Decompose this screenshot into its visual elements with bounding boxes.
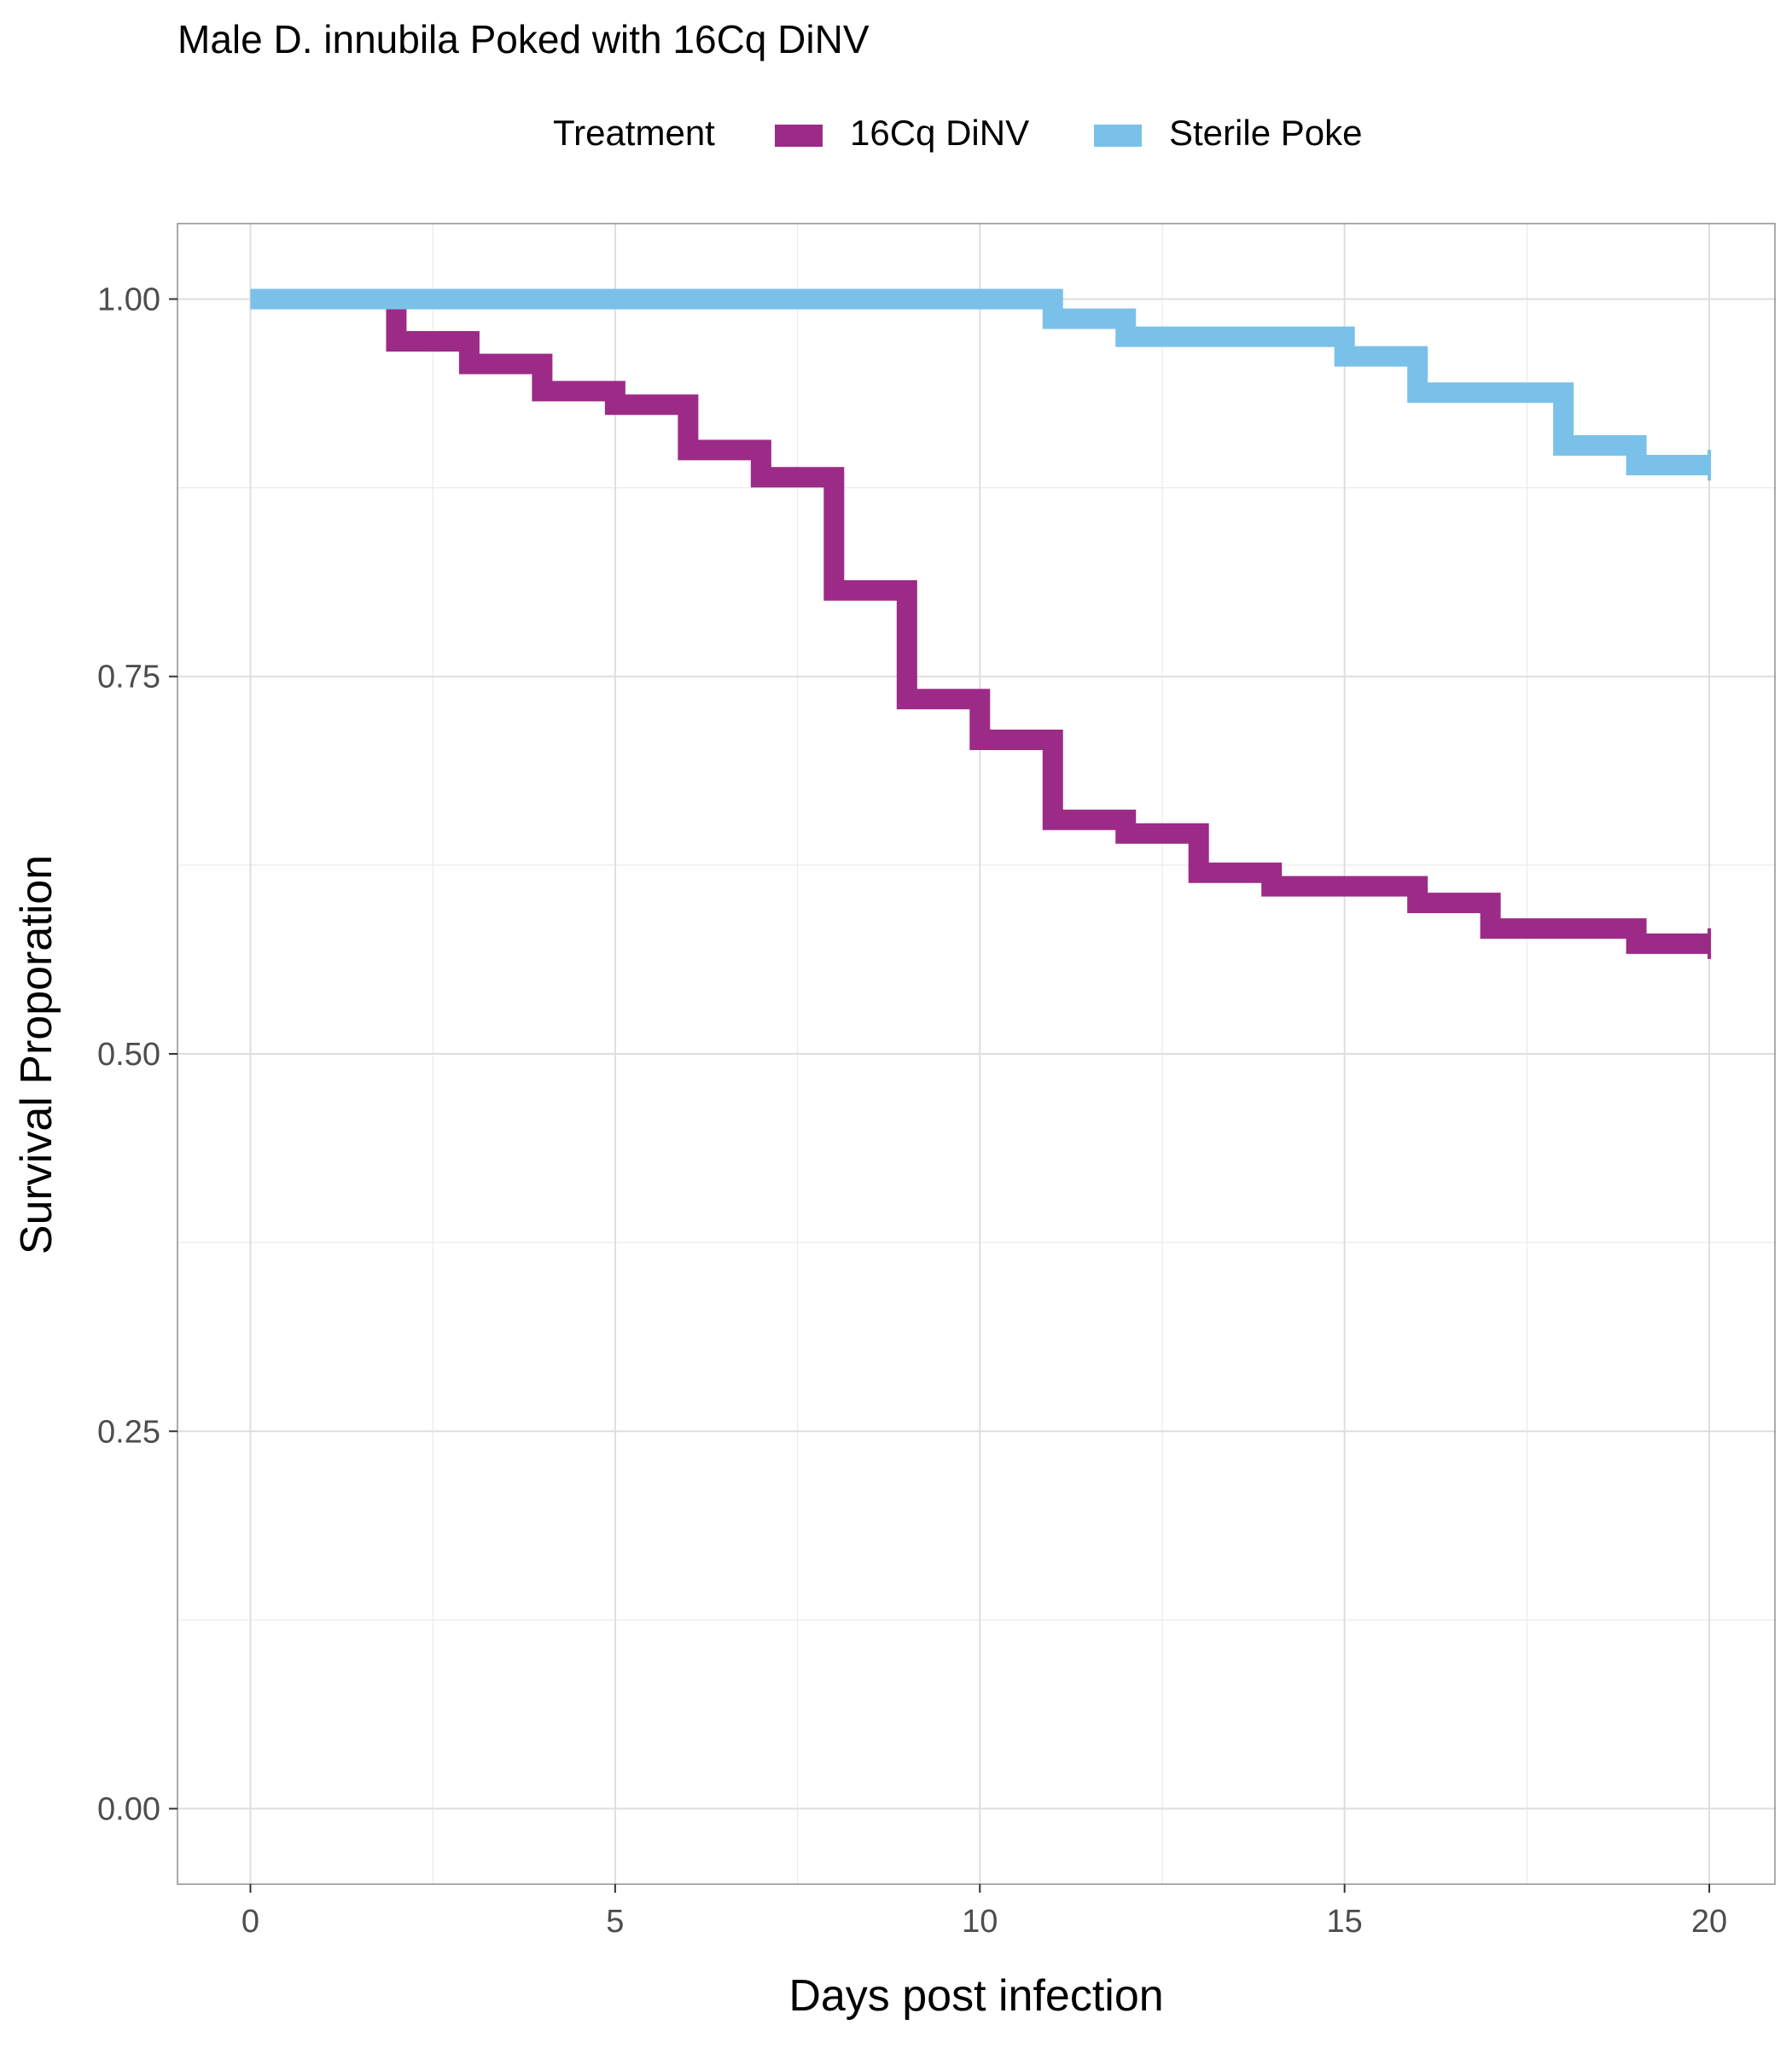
y-tick-label: 0.75 <box>97 660 160 695</box>
legend-title: Treatment <box>553 113 715 153</box>
x-axis-title: Days post infection <box>788 1971 1163 2021</box>
x-axis: 0 5 10 15 20 <box>241 1884 1727 1940</box>
series-layer <box>250 288 1712 959</box>
legend-key-16cq-dinv <box>775 125 823 147</box>
legend: Treatment 16Cq DiNV Sterile Poke <box>553 113 1362 153</box>
legend-label-sterile-poke: Sterile Poke <box>1169 113 1362 153</box>
y-axis-title: Survival Proporation <box>12 855 61 1254</box>
x-tick-label: 5 <box>606 1904 624 1940</box>
chart-title: Male D. innubila Poked with 16Cq DiNV <box>177 17 870 61</box>
plot-panel <box>177 223 1776 1885</box>
survival-curve-sterile-poke <box>250 288 1710 476</box>
x-tick-label: 10 <box>962 1904 998 1940</box>
y-tick-label: 0.25 <box>97 1414 160 1450</box>
survival-curve-16cq-dinv <box>250 288 1710 954</box>
y-tick-label: 0.50 <box>97 1037 160 1073</box>
y-tick-label: 1.00 <box>97 282 160 317</box>
y-axis: 0.00 0.25 0.50 0.75 1.00 <box>97 282 177 1828</box>
x-tick-label: 0 <box>241 1904 259 1940</box>
y-tick-label: 0.00 <box>97 1792 160 1828</box>
legend-label-16cq-dinv: 16Cq DiNV <box>850 113 1029 153</box>
x-tick-label: 15 <box>1327 1904 1363 1940</box>
legend-key-sterile-poke <box>1094 125 1142 147</box>
x-tick-label: 20 <box>1691 1904 1727 1940</box>
